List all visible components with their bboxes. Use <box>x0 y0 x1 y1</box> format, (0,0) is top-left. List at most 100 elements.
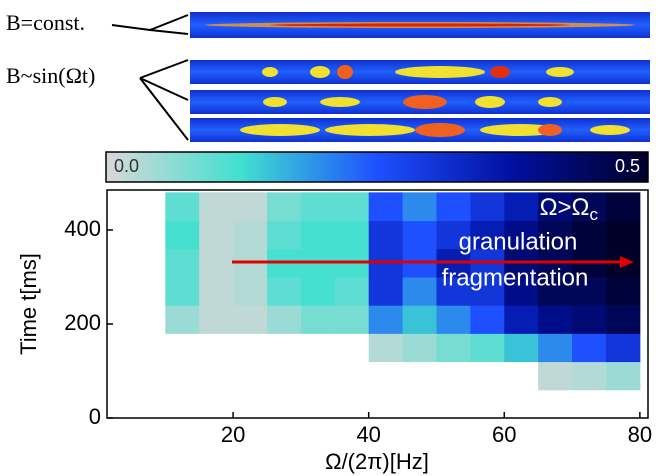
heat-cell <box>605 220 641 250</box>
colorbar-tick-label: 0.0 <box>114 156 139 176</box>
heat-cell <box>300 276 336 306</box>
heat-cell <box>436 389 471 418</box>
heat-cell <box>470 361 505 391</box>
heat-cell <box>131 192 166 222</box>
inset-images <box>190 12 650 142</box>
heat-cell <box>199 276 234 306</box>
x-tick-label: 60 <box>492 422 516 447</box>
plot-frame <box>106 189 649 419</box>
heat-cell <box>165 220 200 250</box>
heat-cell <box>131 276 166 306</box>
heat-cell <box>368 389 404 418</box>
heat-cell <box>402 305 437 334</box>
heat-cell <box>334 361 370 391</box>
heat-cell <box>368 333 404 363</box>
heat-cell <box>300 389 336 418</box>
heat-cell <box>368 192 404 222</box>
heat-cell <box>131 333 166 363</box>
heat-cell <box>107 248 132 278</box>
heat-cell <box>402 220 437 250</box>
heat-cell <box>266 305 302 334</box>
heat-cell <box>402 276 437 306</box>
heat-cell <box>107 305 132 334</box>
heat-cell <box>107 361 132 391</box>
heat-cell <box>538 305 573 334</box>
heat-cell <box>165 305 200 334</box>
heat-cell <box>266 192 302 222</box>
heat-cell <box>504 276 539 306</box>
annotation-text: Ω>Ω <box>540 194 590 221</box>
annotation-line: granulation <box>459 228 578 255</box>
heat-cell <box>199 220 234 250</box>
x-tick-label: 80 <box>628 422 652 447</box>
heat-cell <box>131 220 166 250</box>
heat-cell <box>504 333 539 363</box>
heat-cell <box>368 361 404 391</box>
heat-cell <box>266 276 302 306</box>
heat-cell <box>605 361 641 391</box>
heat-cell <box>233 333 268 363</box>
colorbar-tick-label: 0.5 <box>615 156 640 176</box>
x-tick-label: 40 <box>356 422 380 447</box>
heat-cell <box>572 220 607 250</box>
heat-cell <box>131 305 166 334</box>
heat-cell <box>605 192 641 222</box>
heat-cell <box>436 220 471 250</box>
heat-cell <box>199 389 234 418</box>
heat-cell <box>300 361 336 391</box>
heat-cell <box>266 389 302 418</box>
heat-cell <box>131 248 166 278</box>
heat-cell <box>334 276 370 306</box>
heatmap <box>107 190 648 418</box>
heat-cell <box>107 276 132 306</box>
inset-label: B~sin(Ωt) <box>6 63 95 88</box>
heat-cell <box>402 389 437 418</box>
heat-cell <box>504 305 539 334</box>
heat-cell <box>436 361 471 391</box>
heat-cell <box>504 220 539 250</box>
heat-cell <box>199 361 234 391</box>
y-tick-label: 400 <box>64 216 101 241</box>
heat-cell <box>165 361 200 391</box>
heat-cell <box>233 220 268 250</box>
heat-cell <box>165 248 200 278</box>
heat-cell <box>605 389 641 418</box>
heat-cell <box>605 305 641 334</box>
arrow-head <box>620 256 634 268</box>
heat-cell <box>334 305 370 334</box>
heat-cell <box>572 192 607 222</box>
heat-cell <box>233 192 268 222</box>
heat-cell <box>266 361 302 391</box>
heat-cell <box>165 192 200 222</box>
heat-cell <box>266 333 302 363</box>
heat-cell <box>470 192 505 222</box>
x-axis-label: Ω/(2π)[Hz] <box>325 449 429 474</box>
heat-cell <box>572 276 607 306</box>
heat-cell <box>233 305 268 334</box>
heat-cell <box>233 389 268 418</box>
heat-cell <box>107 220 132 250</box>
heat-cell <box>504 192 539 222</box>
heat-cell <box>572 305 607 334</box>
heat-cell <box>436 276 471 306</box>
heat-cell <box>266 220 302 250</box>
heat-cell <box>199 248 234 278</box>
annotation-line: fragmentation <box>442 264 589 291</box>
heat-cell <box>538 361 573 391</box>
heat-cell <box>107 389 132 418</box>
annotation: Ω>Ωc <box>540 194 599 224</box>
heat-cell <box>538 220 573 250</box>
heat-cell <box>233 361 268 391</box>
heat-cell <box>165 333 200 363</box>
heat-cell <box>165 389 200 418</box>
y-axis-label: Time t[ms] <box>16 253 41 355</box>
heat-cell <box>131 361 166 391</box>
heat-cell <box>538 276 573 306</box>
heat-cell <box>131 389 166 418</box>
heat-cell <box>368 305 404 334</box>
colorbar <box>105 151 649 183</box>
annotation-subscript: c <box>590 205 599 224</box>
heat-cell <box>538 192 573 222</box>
heat-cell <box>538 333 573 363</box>
